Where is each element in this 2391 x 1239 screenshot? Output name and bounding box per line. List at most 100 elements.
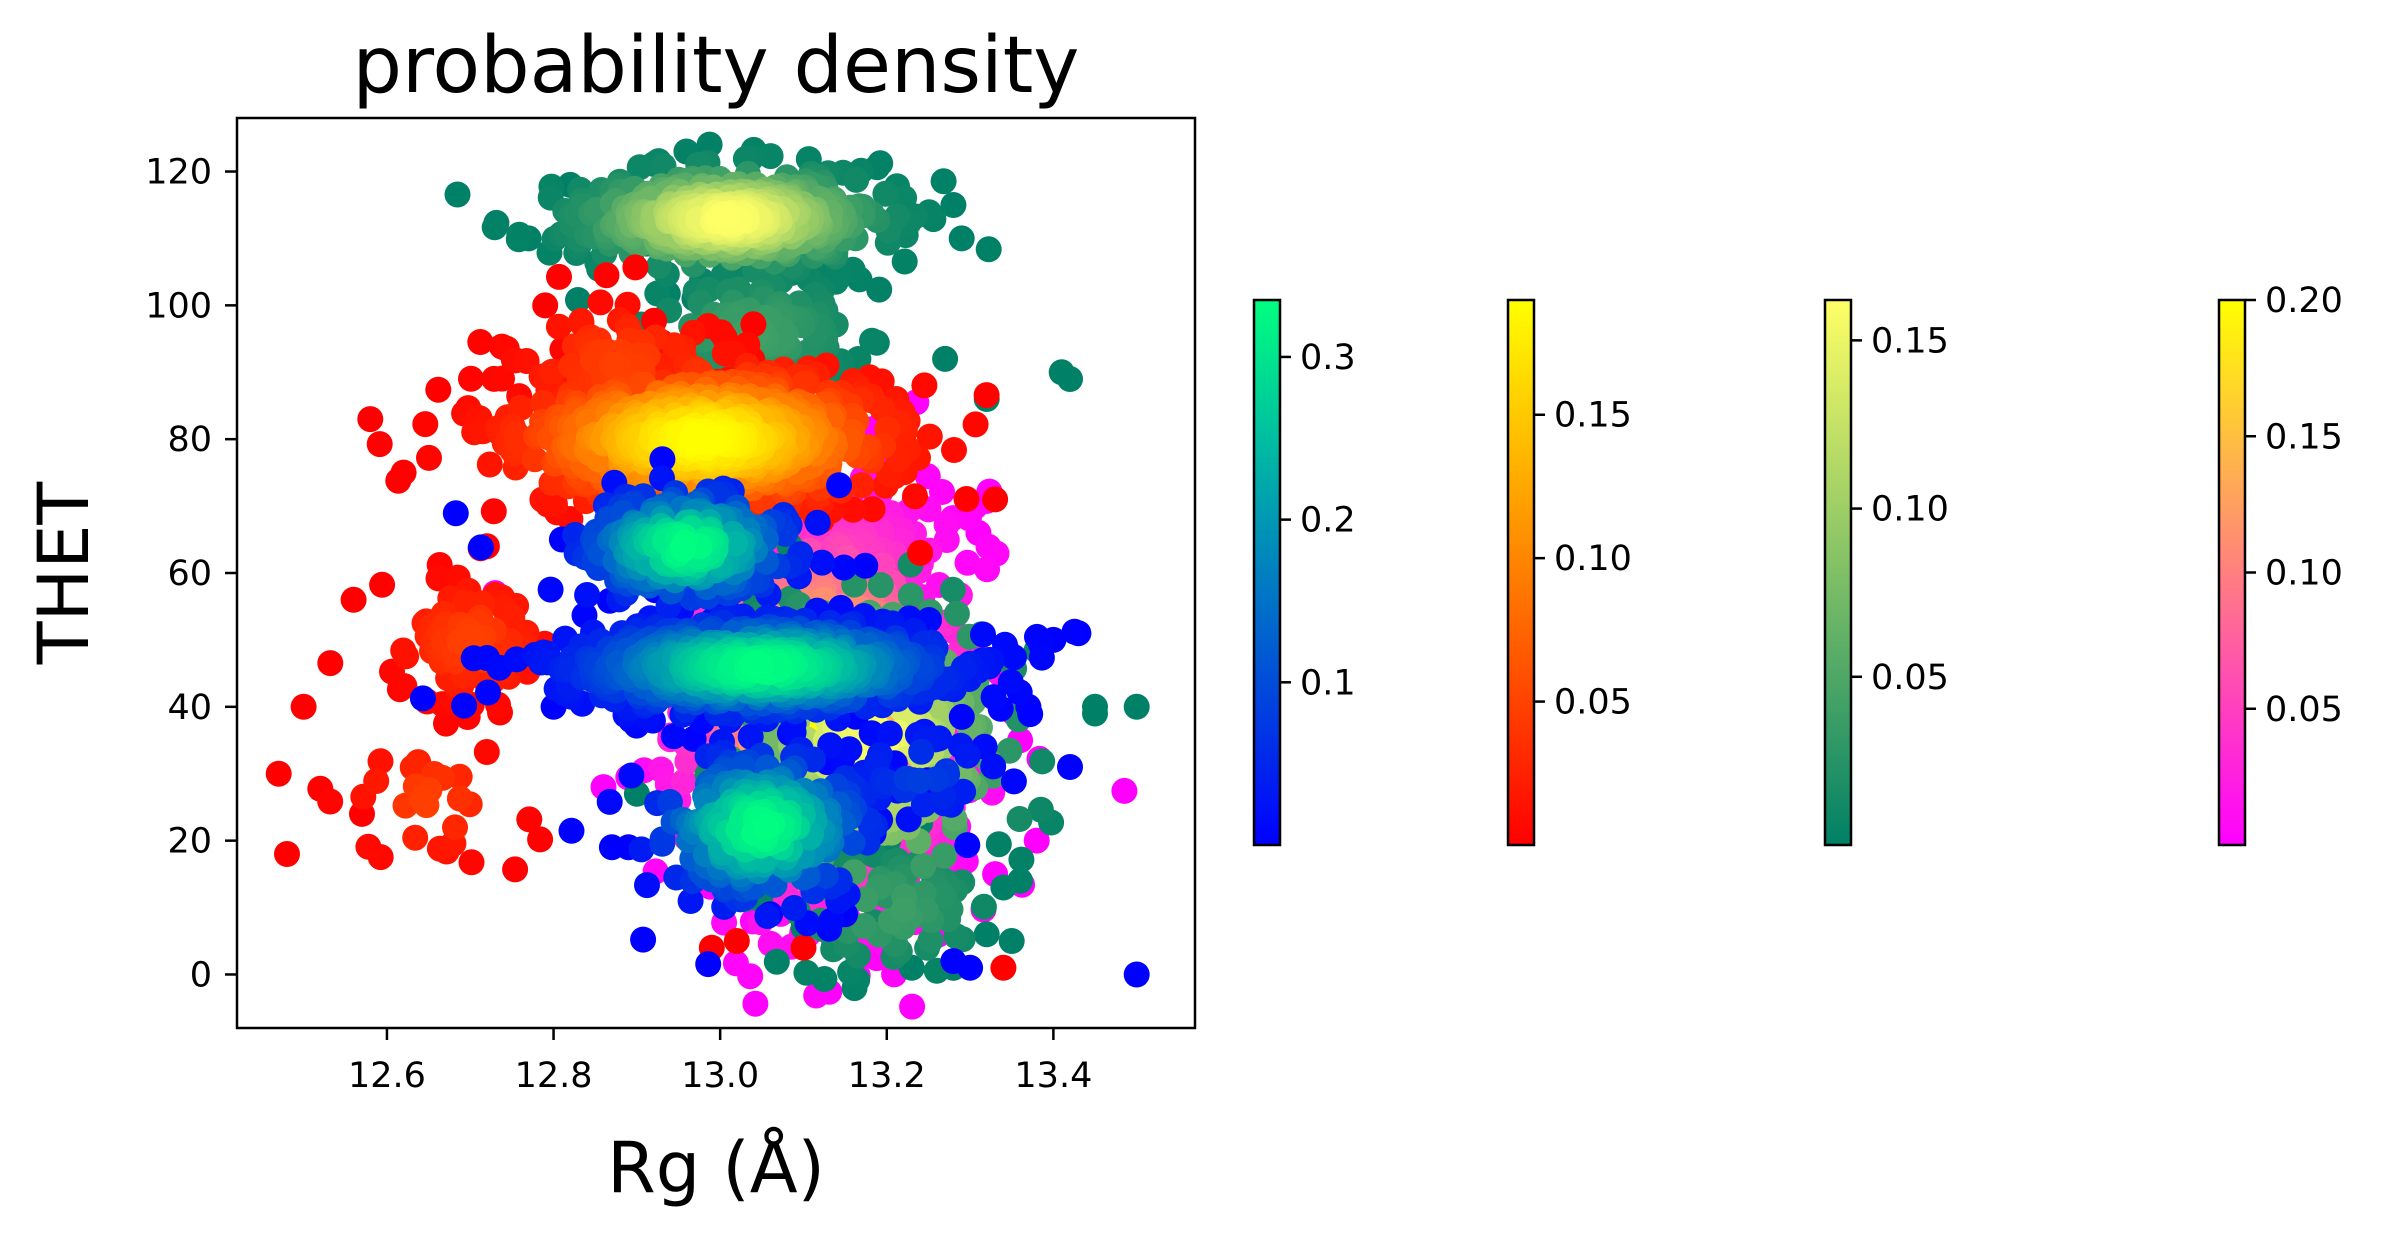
scatter-point-summer bbox=[975, 236, 1002, 263]
scatter-point-winter bbox=[997, 669, 1024, 696]
scatter-point-autumn bbox=[363, 768, 390, 794]
scatter-point-spring bbox=[1111, 777, 1138, 804]
scatter-point-autumn bbox=[790, 934, 817, 961]
scatter-point-autumn bbox=[502, 856, 529, 883]
scatter-point-autumn bbox=[499, 604, 526, 631]
scatter-point-autumn bbox=[290, 693, 317, 720]
scatter-point-winter bbox=[649, 446, 676, 473]
scatter-point-autumn bbox=[265, 760, 292, 787]
x-axis-label: Rg (Å) bbox=[607, 1127, 825, 1209]
scatter-point-autumn bbox=[973, 382, 1000, 409]
scatter-point-summer bbox=[890, 897, 917, 923]
scatter-point-autumn bbox=[916, 423, 943, 450]
scatter-point-autumn bbox=[467, 329, 494, 355]
scatter-point-winter bbox=[970, 621, 996, 648]
scatter-point-summer bbox=[910, 853, 937, 879]
scatter-point-autumn bbox=[521, 446, 548, 473]
scatter-point-winter bbox=[1017, 701, 1044, 728]
scatter-point-autumn bbox=[425, 376, 452, 403]
scatter-point-autumn bbox=[317, 650, 344, 677]
scatter-point-winter bbox=[1057, 754, 1083, 780]
scatter-point-autumn bbox=[416, 444, 442, 471]
scatter-point-summer bbox=[940, 192, 967, 218]
scatter-point-summer bbox=[970, 893, 997, 920]
scatter-point-summer bbox=[996, 737, 1023, 764]
colorbar-tick-label: 0.05 bbox=[1871, 658, 1949, 698]
scatter-point-winter bbox=[839, 829, 866, 856]
scatter-point-summer bbox=[1006, 806, 1033, 832]
chart-title: probability density bbox=[353, 21, 1080, 111]
scatter-point-autumn bbox=[911, 372, 938, 399]
scatter-point-autumn bbox=[433, 710, 459, 737]
scatter-point-autumn bbox=[740, 311, 767, 338]
scatter-point-winter bbox=[537, 576, 564, 603]
scatter-point-summer bbox=[1123, 693, 1150, 720]
scatter-point-spring bbox=[975, 533, 1002, 560]
scatter-point-winter bbox=[1000, 768, 1027, 795]
scatter-point-winter bbox=[558, 817, 585, 844]
scatter-point-winter bbox=[812, 862, 839, 889]
scatter-points bbox=[265, 131, 1150, 1020]
scatter-point-winter bbox=[876, 720, 903, 747]
scatter-point-autumn bbox=[442, 814, 468, 841]
scatter-point-winter bbox=[954, 832, 981, 859]
scatter-point-winter bbox=[409, 685, 436, 712]
scatter-point-summer bbox=[859, 327, 885, 354]
y-tick-label: 0 bbox=[190, 955, 212, 995]
scatter-point-summer bbox=[793, 959, 820, 986]
scatter-point-spring bbox=[899, 993, 926, 1020]
x-tick-label: 12.8 bbox=[515, 1056, 593, 1096]
x-axis: 12.6 12.8 13.0 13.2 13.4 bbox=[348, 1028, 1092, 1096]
scatter-point-autumn bbox=[357, 406, 384, 433]
scatter-point-winter bbox=[781, 895, 808, 921]
scatter-point-autumn bbox=[385, 467, 412, 494]
scatter-point-autumn bbox=[369, 571, 396, 598]
scatter-point-summer bbox=[985, 831, 1012, 858]
scatter-point-winter bbox=[656, 789, 683, 815]
scatter-point-summer bbox=[1057, 366, 1083, 392]
scatter-point-winter bbox=[660, 723, 687, 750]
scatter-point-summer bbox=[973, 921, 1000, 948]
scatter-point-autumn bbox=[413, 792, 440, 819]
colorbar-tick-label: 0.15 bbox=[2265, 417, 2343, 457]
scatter-point-winter bbox=[467, 534, 494, 561]
x-tick-label: 13.0 bbox=[681, 1056, 759, 1096]
scatter-point-winter bbox=[634, 872, 660, 899]
scatter-point-summer bbox=[939, 576, 966, 603]
scatter-point-summer bbox=[867, 572, 894, 599]
scatter-point-autumn bbox=[962, 411, 989, 438]
scatter-point-autumn bbox=[907, 539, 934, 566]
scatter-point-winter bbox=[826, 472, 853, 499]
scatter-point-summer bbox=[757, 143, 784, 170]
scatter-point-autumn bbox=[527, 826, 554, 853]
scatter-point-winter bbox=[598, 834, 625, 861]
scatter-point-winter bbox=[809, 549, 835, 576]
scatter-point-autumn bbox=[982, 486, 1009, 513]
scatter-point-autumn bbox=[425, 565, 452, 592]
scatter-point-winter bbox=[830, 554, 857, 581]
scatter-point-winter bbox=[906, 767, 933, 794]
y-axis: 0 20 40 60 80 100 120 bbox=[145, 153, 237, 995]
scatter-point-summer bbox=[932, 345, 959, 372]
colorbar-tick-label: 0.15 bbox=[1871, 321, 1949, 361]
scatter-point-winter bbox=[630, 926, 657, 953]
scatter-point-autumn bbox=[532, 292, 559, 319]
scatter-point-autumn bbox=[366, 431, 393, 458]
scatter-point-winter bbox=[858, 720, 885, 747]
scatter-point-winter bbox=[596, 788, 623, 815]
scatter-point-winter bbox=[818, 907, 845, 934]
y-tick-label: 20 bbox=[167, 822, 212, 862]
scatter-point-autumn bbox=[516, 806, 543, 833]
scatter-point-winter bbox=[618, 762, 645, 789]
scatter-point-autumn bbox=[953, 486, 980, 512]
scatter-point-winter bbox=[451, 692, 478, 719]
colorbar-winter bbox=[1252, 298, 1282, 847]
y-tick-label: 60 bbox=[167, 554, 212, 594]
scatter-point-winter bbox=[747, 651, 774, 678]
scatter-point-winter bbox=[1001, 644, 1027, 671]
scatter-point-summer bbox=[626, 154, 653, 181]
scatter-point-autumn bbox=[391, 673, 418, 700]
y-tick-label: 80 bbox=[167, 420, 212, 460]
scatter-point-winter bbox=[754, 903, 781, 929]
scatter-point-winter bbox=[442, 500, 469, 527]
